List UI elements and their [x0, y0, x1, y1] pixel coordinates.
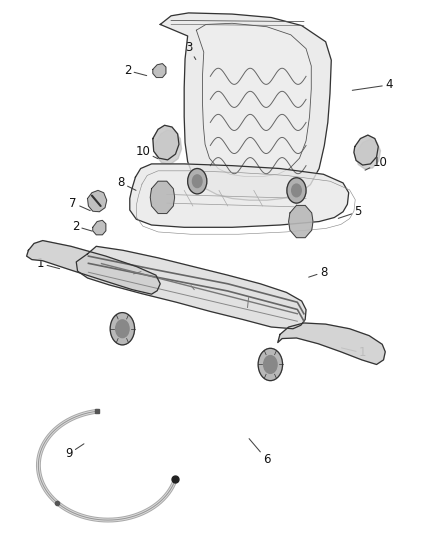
Text: 7: 7 — [70, 197, 90, 211]
Polygon shape — [150, 181, 175, 214]
Text: 1: 1 — [341, 346, 366, 359]
Polygon shape — [354, 135, 378, 165]
Circle shape — [116, 320, 129, 337]
Text: 1: 1 — [37, 257, 60, 270]
Text: 5: 5 — [338, 205, 362, 219]
Text: 10: 10 — [365, 156, 388, 170]
Polygon shape — [153, 63, 166, 77]
Polygon shape — [278, 323, 385, 365]
Polygon shape — [196, 23, 311, 176]
Polygon shape — [93, 220, 106, 235]
Text: 2: 2 — [124, 64, 147, 77]
Text: 8: 8 — [309, 266, 327, 279]
Polygon shape — [76, 246, 306, 329]
Circle shape — [287, 177, 306, 203]
Polygon shape — [88, 190, 107, 212]
Polygon shape — [130, 164, 349, 227]
Text: 9: 9 — [65, 444, 84, 461]
Circle shape — [110, 313, 134, 345]
Circle shape — [187, 168, 207, 194]
Polygon shape — [27, 240, 160, 294]
Polygon shape — [289, 205, 313, 238]
Circle shape — [258, 349, 283, 381]
Polygon shape — [160, 13, 331, 200]
Text: 10: 10 — [135, 145, 158, 159]
Polygon shape — [356, 139, 381, 169]
Text: 3: 3 — [185, 41, 196, 60]
Circle shape — [292, 184, 301, 197]
Circle shape — [192, 175, 202, 188]
Text: 8: 8 — [117, 176, 136, 190]
Text: 4: 4 — [352, 78, 392, 92]
Polygon shape — [155, 130, 182, 165]
Text: 6: 6 — [249, 439, 271, 466]
Circle shape — [264, 356, 277, 373]
Text: 2: 2 — [72, 220, 92, 233]
Polygon shape — [153, 125, 179, 160]
